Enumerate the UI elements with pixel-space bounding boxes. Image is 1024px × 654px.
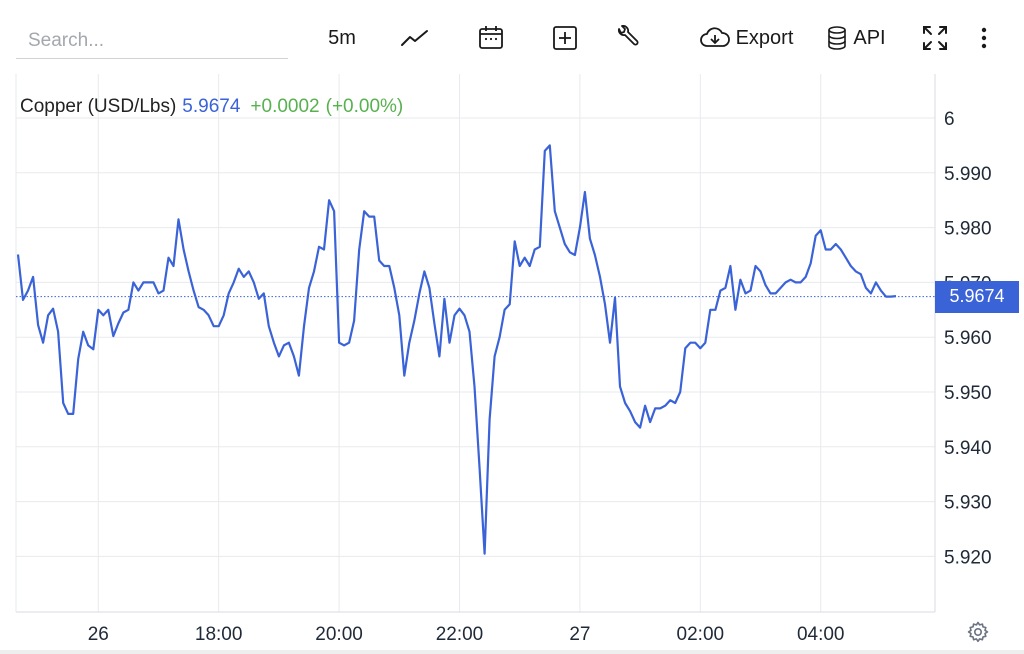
price-chart[interactable]: 65.9905.9805.9705.9605.9505.9405.9305.92… bbox=[0, 74, 1024, 654]
last-price-badge: 5.9674 bbox=[935, 280, 1019, 313]
x-tick-label: 26 bbox=[88, 624, 109, 645]
add-indicator-button[interactable] bbox=[550, 20, 580, 56]
y-tick-label: 5.960 bbox=[944, 328, 992, 349]
line-chart-icon bbox=[400, 28, 430, 48]
more-vertical-icon bbox=[980, 26, 988, 50]
gear-icon[interactable] bbox=[966, 620, 990, 644]
database-icon bbox=[826, 25, 848, 51]
chart-legend: Copper (USD/Lbs) 5.9674 +0.0002 (+0.00%) bbox=[20, 96, 403, 118]
api-button[interactable]: API bbox=[824, 20, 888, 56]
x-tick-label: 27 bbox=[569, 624, 590, 645]
bottom-strip bbox=[0, 650, 1024, 654]
series-line bbox=[16, 144, 897, 555]
y-tick-label: 5.980 bbox=[944, 219, 992, 240]
calendar-icon bbox=[478, 25, 504, 51]
y-tick-label: 5.950 bbox=[944, 383, 992, 404]
settings-tools-button[interactable] bbox=[612, 20, 642, 56]
api-label: API bbox=[853, 26, 886, 49]
search-input[interactable] bbox=[16, 24, 288, 58]
legend-change-pct: (+0.00%) bbox=[325, 96, 404, 117]
y-tick-label: 5.920 bbox=[944, 547, 992, 568]
wrench-icon bbox=[614, 25, 640, 51]
date-range-button[interactable] bbox=[476, 20, 506, 56]
fullscreen-button[interactable] bbox=[920, 20, 950, 56]
x-tick-label: 20:00 bbox=[315, 624, 363, 645]
interval-button[interactable]: 5m bbox=[324, 20, 360, 56]
chart-area[interactable]: 65.9905.9805.9705.9605.9505.9405.9305.92… bbox=[0, 74, 1024, 654]
y-tick-label: 6 bbox=[944, 109, 955, 130]
more-options-button[interactable] bbox=[974, 20, 994, 56]
toolbar: 5m bbox=[0, 0, 1024, 74]
x-tick-label: 04:00 bbox=[797, 624, 845, 645]
x-tick-label: 02:00 bbox=[677, 624, 725, 645]
legend-change: +0.0002 bbox=[250, 96, 320, 117]
x-tick-label: 22:00 bbox=[436, 624, 484, 645]
legend-price: 5.9674 bbox=[182, 96, 241, 117]
chart-type-button[interactable] bbox=[398, 20, 432, 56]
interval-label: 5m bbox=[328, 26, 356, 49]
cloud-download-icon bbox=[699, 26, 731, 50]
y-tick-label: 5.940 bbox=[944, 438, 992, 459]
x-tick-label: 18:00 bbox=[195, 624, 243, 645]
legend-symbol: Copper (USD/Lbs) bbox=[20, 96, 177, 117]
export-label: Export bbox=[735, 26, 794, 49]
y-tick-label: 5.990 bbox=[944, 164, 992, 185]
y-tick-label: 5.930 bbox=[944, 493, 992, 514]
search-box bbox=[16, 24, 288, 59]
add-indicator-icon bbox=[552, 25, 578, 51]
fullscreen-icon bbox=[922, 25, 948, 51]
export-button[interactable]: Export bbox=[696, 20, 796, 56]
